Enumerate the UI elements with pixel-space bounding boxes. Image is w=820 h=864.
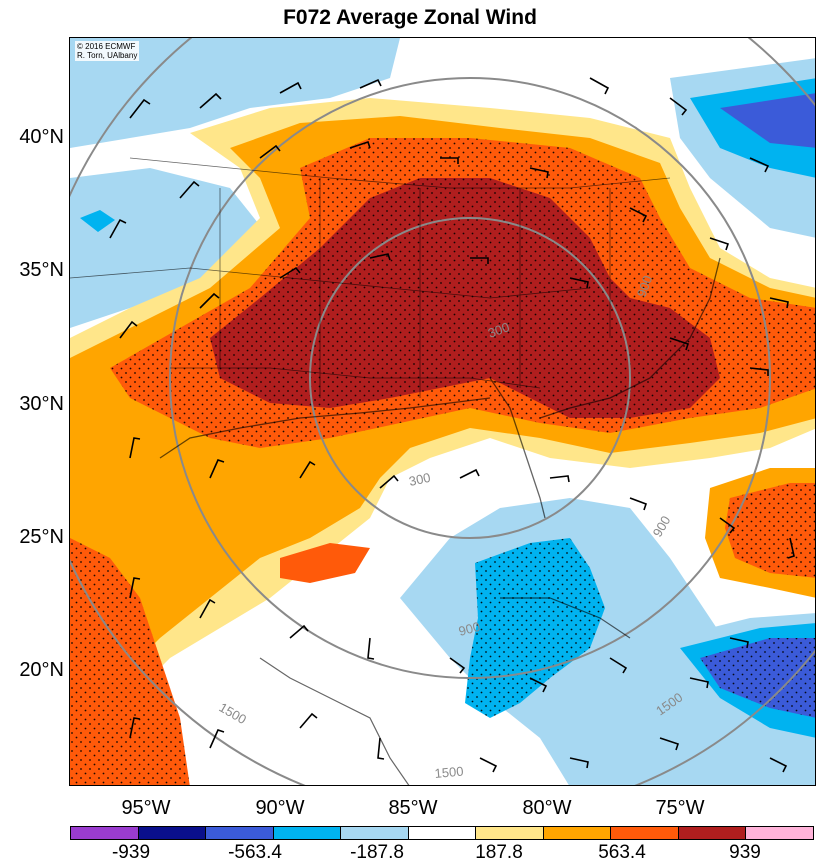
colorbar-swatch: [138, 827, 207, 839]
lon-label-85w: 85°W: [388, 797, 438, 819]
colorbar-label: -563.4: [228, 842, 282, 863]
credit-text: © 2016 ECMWF R. Torn, UAlbany: [75, 41, 140, 61]
colorbar-swatch: [408, 827, 477, 839]
lat-label-30n: 30°N: [19, 393, 64, 415]
colorbar-label: -939: [111, 842, 151, 863]
colorbar-swatch: [746, 827, 814, 839]
colorbar: [70, 826, 814, 840]
colorbar-label: 563.4: [598, 842, 646, 863]
contour-label: 900: [457, 619, 482, 639]
contour-label: 1500: [217, 700, 250, 727]
colorbar-swatch: [678, 827, 747, 839]
wind-map: 300 900 900 1500 1500 1500 300 900: [70, 38, 815, 785]
shade-blue-ne: [720, 93, 815, 148]
lon-label-90w: 90°W: [255, 797, 305, 819]
contour-label: 900: [650, 513, 674, 539]
contour-labels: 300 900 900 1500 1500 1500 300 900: [217, 274, 686, 781]
boundary-lines: [70, 157, 721, 785]
lon-label-80w: 80°W: [522, 797, 572, 819]
lon-label-95w: 95°W: [121, 797, 171, 819]
map-title: F072 Average Zonal Wind: [283, 6, 537, 29]
shade-red-orange-center: [280, 543, 370, 583]
lon-label-75w: 75°W: [655, 797, 705, 819]
map-panel: 300 900 900 1500 1500 1500 300 900 © 201…: [69, 37, 816, 786]
colorbar-swatch: [341, 827, 409, 839]
range-rings: [70, 38, 815, 785]
shade-light-blue-nw: [70, 38, 400, 148]
colorbar-swatch: [273, 827, 342, 839]
contour-label: 900: [634, 274, 656, 300]
lat-label-40n: 40°N: [19, 126, 64, 148]
stipple-overlay: [70, 138, 815, 785]
lat-label-25n: 25°N: [19, 526, 64, 548]
colorbar-swatch: [71, 827, 139, 839]
colorbar-swatch: [476, 827, 544, 839]
wind-barbs: [109, 77, 795, 773]
colorbar-label: 187.8: [475, 842, 523, 863]
colorbar-swatch: [206, 827, 274, 839]
colorbar-label: 939: [729, 842, 761, 863]
lat-label-20n: 20°N: [19, 659, 64, 681]
colorbar-label: -187.8: [350, 842, 404, 863]
contour-label: 300: [408, 470, 432, 489]
colorbar-swatch: [611, 827, 679, 839]
lat-label-35n: 35°N: [19, 259, 64, 281]
credit-line: R. Torn, UAlbany: [77, 51, 138, 60]
colorbar-swatch: [543, 827, 612, 839]
shade-cyan-nw: [80, 210, 115, 232]
credit-line: © 2016 ECMWF: [77, 42, 136, 51]
contour-label: 300: [486, 319, 512, 341]
contour-label: 1500: [434, 764, 464, 781]
